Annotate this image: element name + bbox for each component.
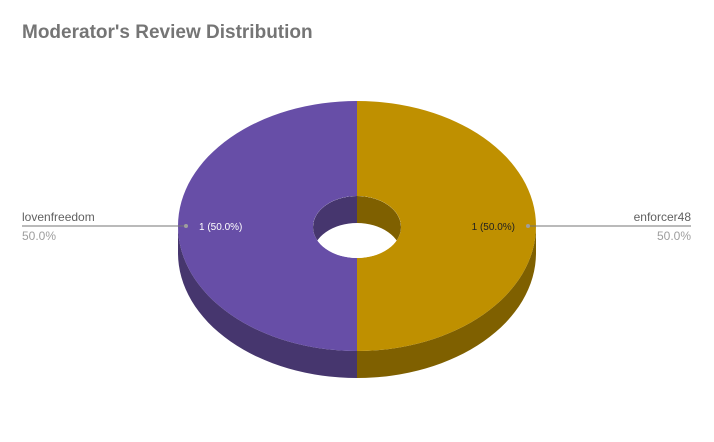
hole-wall-left (313, 196, 357, 254)
slice-side-lovenfreedom (178, 226, 357, 378)
slice-lovenfreedom[interactable] (178, 101, 357, 351)
leader-dot-lovenfreedom (184, 224, 188, 228)
legend-label-lovenfreedom: lovenfreedom (22, 210, 95, 224)
leader-dot-enforcer48 (526, 224, 530, 228)
chart-title: Moderator's Review Distribution (22, 22, 313, 43)
slice-value-label-enforcer48: 1 (50.0%) (472, 222, 515, 233)
slice-value-label-lovenfreedom: 1 (50.0%) (199, 222, 242, 233)
hole-wall-right (357, 196, 401, 254)
legend-percent-enforcer48: 50.0% (657, 229, 691, 243)
legend-label-enforcer48: enforcer48 (634, 210, 692, 224)
slice-side-enforcer48 (357, 226, 536, 378)
legend-percent-lovenfreedom: 50.0% (22, 229, 56, 243)
slice-enforcer48[interactable] (357, 101, 536, 351)
